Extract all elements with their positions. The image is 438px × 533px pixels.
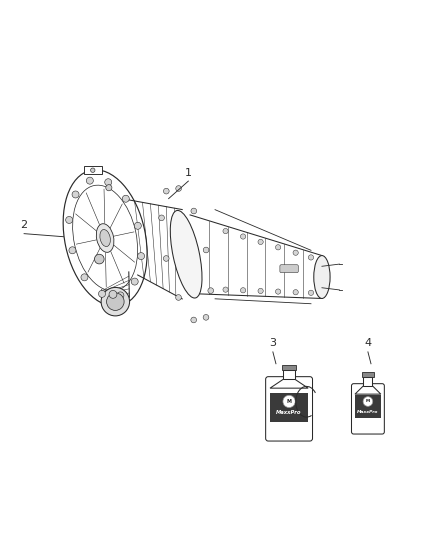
- FancyBboxPatch shape: [265, 377, 313, 441]
- Text: M: M: [366, 400, 370, 403]
- Ellipse shape: [203, 247, 209, 253]
- Ellipse shape: [105, 179, 112, 185]
- Ellipse shape: [223, 287, 228, 292]
- Ellipse shape: [66, 216, 73, 223]
- Ellipse shape: [99, 290, 106, 297]
- Text: 2: 2: [21, 220, 28, 230]
- Ellipse shape: [134, 222, 141, 229]
- FancyBboxPatch shape: [84, 166, 102, 174]
- Bar: [283, 370, 295, 379]
- Ellipse shape: [72, 191, 79, 198]
- Ellipse shape: [106, 293, 124, 310]
- Ellipse shape: [191, 317, 197, 323]
- Ellipse shape: [109, 290, 117, 298]
- Text: 4: 4: [364, 338, 371, 349]
- Ellipse shape: [106, 184, 112, 191]
- Circle shape: [363, 397, 373, 406]
- Ellipse shape: [308, 290, 314, 295]
- Ellipse shape: [69, 247, 76, 254]
- Text: 3: 3: [269, 338, 276, 349]
- Ellipse shape: [258, 288, 263, 294]
- Ellipse shape: [203, 314, 209, 320]
- Ellipse shape: [117, 292, 124, 299]
- Ellipse shape: [223, 229, 228, 234]
- Ellipse shape: [176, 185, 181, 191]
- Ellipse shape: [293, 289, 298, 295]
- Text: MaxxPro: MaxxPro: [357, 409, 378, 414]
- Ellipse shape: [159, 215, 164, 221]
- Polygon shape: [270, 379, 308, 388]
- Text: MaxxPro: MaxxPro: [276, 410, 302, 415]
- Ellipse shape: [96, 224, 114, 252]
- Ellipse shape: [163, 188, 169, 194]
- Ellipse shape: [240, 288, 246, 293]
- Ellipse shape: [240, 234, 246, 239]
- Ellipse shape: [308, 255, 314, 260]
- Text: 1: 1: [185, 167, 192, 177]
- Ellipse shape: [100, 230, 110, 247]
- Ellipse shape: [191, 208, 197, 214]
- Ellipse shape: [208, 288, 214, 294]
- Polygon shape: [355, 386, 381, 394]
- Ellipse shape: [101, 287, 130, 316]
- Ellipse shape: [95, 254, 104, 264]
- Bar: [282, 365, 296, 370]
- Bar: [355, 395, 381, 418]
- Ellipse shape: [91, 168, 95, 172]
- FancyBboxPatch shape: [280, 265, 298, 273]
- Ellipse shape: [122, 195, 129, 202]
- Ellipse shape: [81, 274, 88, 281]
- Circle shape: [283, 395, 295, 408]
- Ellipse shape: [170, 211, 202, 298]
- Ellipse shape: [276, 245, 281, 250]
- Bar: [364, 377, 372, 386]
- Bar: [270, 393, 308, 422]
- Ellipse shape: [258, 239, 263, 245]
- Text: M: M: [286, 399, 292, 404]
- Ellipse shape: [138, 253, 145, 260]
- Bar: [362, 372, 374, 377]
- FancyBboxPatch shape: [351, 384, 384, 434]
- Ellipse shape: [163, 256, 169, 261]
- Ellipse shape: [276, 289, 281, 294]
- Ellipse shape: [293, 250, 298, 255]
- Ellipse shape: [86, 177, 93, 184]
- Ellipse shape: [176, 295, 181, 300]
- Ellipse shape: [314, 255, 330, 298]
- Ellipse shape: [131, 278, 138, 285]
